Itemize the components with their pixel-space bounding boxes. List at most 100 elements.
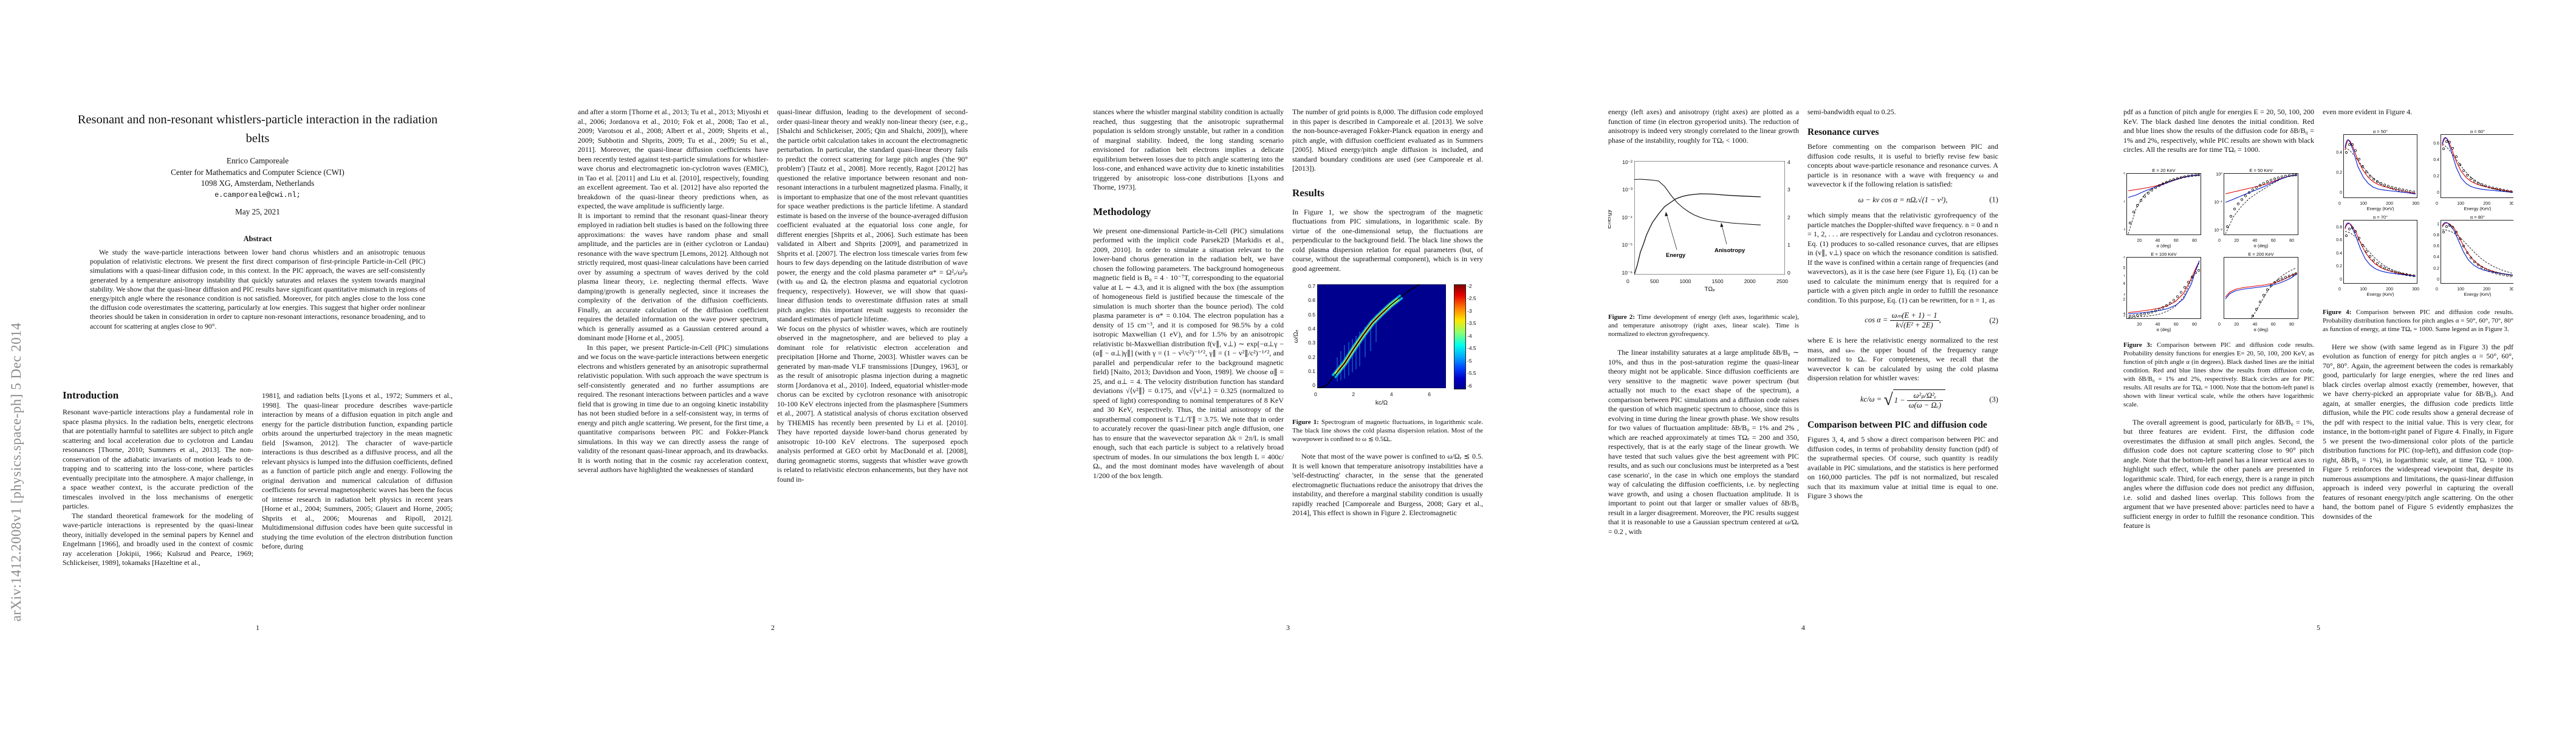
figure3-panel4-plot	[2224, 256, 2298, 319]
figure4-panel1-x-label: Energy (KeV)	[2366, 205, 2394, 211]
figure3-caption-label: Figure 3:	[2123, 341, 2153, 349]
abstract-heading: Abstract	[243, 234, 272, 243]
paragraph: Here we show (with same legend as in Fig…	[2323, 342, 2513, 521]
figure3-panel4-x-ticks: 0 20 40 60 80	[2218, 322, 2294, 327]
anisotropy-curve-label: Anisotropy	[1714, 247, 1745, 254]
figure3-caption: Figure 3: Comparison between PIC and dif…	[2123, 341, 2314, 409]
abstract-text: We study the wave-particle interactions …	[90, 248, 425, 375]
equation2-denominator: k√(E² + 2E)	[1896, 321, 1933, 330]
figure4-panel2-title: α = 60°	[2470, 128, 2485, 134]
equation-3: kc/ω = √ 1 − ω²ₚ/Ω²ₑ ω(ω − Ωₑ) (3)	[1860, 389, 1998, 409]
paragraph: even more evident in Figure 4.	[2323, 108, 2413, 116]
figure2-caption: Figure 2: Time development of energy (le…	[1608, 313, 1799, 338]
figure3-panel3-title: E = 100 KeV	[2151, 251, 2177, 257]
figure4-panel3-plot	[2343, 219, 2417, 284]
figure2-caption-label: Figure 2:	[1608, 313, 1636, 321]
energy-arrowhead	[1665, 212, 1668, 216]
subsection-heading-comparison: Comparison between PIC and diffusion cod…	[1807, 419, 1987, 430]
column-right: quasi-linear diffusion, leading to the d…	[777, 108, 968, 621]
figure2-caption-text: Time development of energy (left axes, l…	[1608, 313, 1799, 338]
column-left: energy (left axes) and anisotropy (right…	[1608, 108, 1799, 621]
paragraph: The overall agreement is good, particula…	[2123, 417, 2314, 530]
section-heading-results: Results	[1292, 187, 1324, 199]
figure2-x-axis-label: TΩₑ	[1704, 286, 1715, 293]
column-left: stances where the whistler marginal stab…	[1093, 108, 1284, 621]
figure4-panel3-x-ticks: 0 100 200 300	[2338, 287, 2419, 292]
figure1-y-axis-label: ω/Ωₑ	[1293, 329, 1300, 343]
abstract-paragraph: We study the wave-particle interactions …	[90, 248, 425, 330]
figure3-panel1-title: E = 20 KeV	[2152, 167, 2176, 173]
energy-curve	[1634, 193, 1761, 275]
page-number: 3	[1286, 623, 1290, 632]
anisotropy-arrowhead	[1720, 223, 1724, 227]
figure3-panel1-plot	[2126, 173, 2201, 235]
paper-date: May 25, 2021	[235, 207, 280, 216]
paragraph: Note that most of the wave power is conf…	[1292, 452, 1483, 517]
author-address: 1098 XG, Amsterdam, Netherlands	[200, 179, 315, 188]
figure2-x-ticks: 0 500 1000 1500 2000 2500	[1626, 278, 1788, 284]
figure3-caption-text: Comparison between PIC and diffusion cod…	[2123, 341, 2314, 408]
paragraph: which simply means that the relativistic…	[1807, 211, 1998, 304]
figure-2: Energy 10⁻² 10⁻³ 10⁻⁴ 10⁻⁵ 10⁻⁶ Energy Aniso…	[1608, 159, 1799, 306]
column-left: pdf as a function of pitch angle for ene…	[2123, 108, 2314, 621]
equation3-numerator: ω²ₚ/Ω²ₑ	[1906, 391, 1944, 401]
figure4-panel4-y-ticks: 1 0.8 0.6 0.4 0.2 0	[2433, 222, 2439, 282]
figure2-left-y-ticks: 10⁻² 10⁻³ 10⁻⁴ 10⁻⁵ 10⁻⁶	[1622, 159, 1632, 276]
figure3-panel1-x-label: α (deg)	[2156, 242, 2171, 248]
author-email: e.camporeale@cwi.nl;	[214, 190, 301, 199]
equation-1: ω − kv cos α = nΩₑ√(1 − v²), (1)	[1807, 196, 1998, 205]
paragraph: The standard theoretical framework for t…	[63, 511, 253, 567]
figure-4: α = 50° α = 60° 0.4 0.2 0 0.6 0.4 0.2 0	[2323, 127, 2513, 302]
figure1-caption: Figure 1: Spectrogram of magnetic fluctu…	[1292, 418, 1483, 443]
figure1-caption-text: Spectrogram of magnetic fluctuations, in…	[1292, 419, 1483, 443]
figure3-panel2-x-ticks: 0 20 40 60 80	[2218, 238, 2294, 243]
figure4-panel3-y-ticks: 0.8 0.6 0.4 0.2 0	[2336, 225, 2342, 282]
figure4-panel1-plot	[2343, 134, 2417, 198]
anisotropy-curve	[1634, 179, 1761, 225]
paragraph: quasi-linear diffusion, leading to the d…	[777, 108, 968, 323]
equation2-tag: (2)	[1989, 315, 1998, 324]
paragraph: Before commenting on the comparison betw…	[1807, 142, 1998, 188]
paragraph: and after a storm [Thorne et al., 2013; …	[578, 108, 769, 210]
author-name: Enrico Camporeale	[226, 156, 289, 165]
intro-column-right: 1981], and radiation belts [Lyons et al.…	[262, 391, 453, 623]
equation1-body: ω − kv cos α = nΩₑ√(1 − v²),	[1858, 195, 1948, 204]
intro-column-left: Introduction Resonant wave-particle inte…	[63, 389, 253, 623]
section-heading-methodology: Methodology	[1093, 205, 1151, 217]
figure4-panel1-title: α = 50°	[2372, 128, 2388, 134]
equation3-prefix: 1 −	[1894, 395, 1905, 405]
paragraph: pdf as a function of pitch angle for ene…	[2123, 108, 2314, 154]
column-left: and after a storm [Thorne et al., 2013; …	[578, 108, 769, 621]
subsection-heading-resonance-curves: Resonance curves	[1807, 126, 1879, 137]
figure3-panel2-title: E = 50 KeV	[2249, 167, 2273, 173]
energy-label-arrow	[1665, 211, 1677, 250]
figure3-panel4-x-label: α (deg)	[2253, 326, 2269, 332]
figure1-caption-label: Figure 1:	[1292, 419, 1319, 426]
equation2-post: ,	[1939, 315, 1941, 324]
page-4: energy (left axes) and anisotropy (right…	[1546, 0, 2061, 729]
pic-circles	[2128, 173, 2201, 224]
figure1-x-axis-label: kc/Ω	[1375, 400, 1388, 406]
page-number: 5	[2317, 623, 2320, 632]
figure3-panel2-y-ticks: 10⁰ 10⁻¹ 10⁻²	[2214, 172, 2222, 233]
figure3-panel3-y-ticks: 0.60.40.20	[2123, 265, 2125, 318]
author-block: Enrico Camporeale Center for Mathematics…	[75, 156, 440, 218]
column-right: The number of grid points is 8,000. The …	[1292, 108, 1483, 621]
paragraph: We focus on the physics of whistler wave…	[777, 324, 968, 484]
author-affiliation: Center for Mathematics and Computer Scie…	[171, 167, 344, 177]
paragraph: stances where the whistler marginal stab…	[1093, 108, 1284, 191]
figure4-panel4-title: α = 80°	[2470, 214, 2485, 220]
figure4-caption-text: Comparison between PIC and diffusion cod…	[2323, 308, 2513, 333]
paragraph: In this paper, we present Particle-in-Ce…	[578, 343, 769, 474]
paragraph: In Figure 1, we show the spectrogram of …	[1292, 207, 1483, 273]
section-heading-introduction: Introduction	[63, 389, 119, 401]
page-number: 2	[771, 623, 775, 632]
paragraph: Resonant wave-particle interactions play…	[63, 408, 253, 510]
